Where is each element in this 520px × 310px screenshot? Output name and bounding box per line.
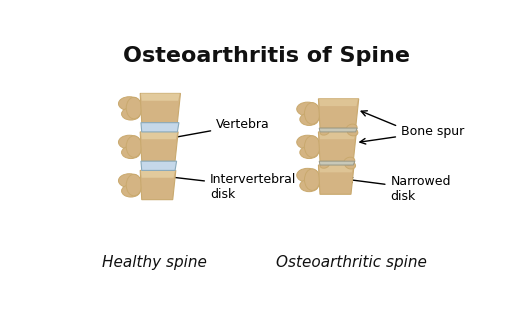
Ellipse shape [126, 136, 142, 157]
Polygon shape [319, 165, 353, 172]
Ellipse shape [126, 97, 142, 119]
Text: Intervertebral
disk: Intervertebral disk [165, 173, 296, 201]
Polygon shape [318, 165, 354, 194]
Polygon shape [141, 161, 177, 171]
Ellipse shape [297, 135, 318, 149]
Polygon shape [318, 99, 359, 128]
Polygon shape [140, 93, 180, 123]
Ellipse shape [122, 185, 140, 197]
Ellipse shape [305, 169, 320, 190]
Ellipse shape [122, 146, 140, 158]
Polygon shape [141, 170, 175, 178]
Ellipse shape [126, 174, 142, 196]
Text: Bone spur: Bone spur [401, 126, 464, 138]
Ellipse shape [300, 179, 318, 192]
Text: Osteoarthritis of Spine: Osteoarthritis of Spine [123, 46, 410, 66]
Ellipse shape [297, 168, 318, 182]
Ellipse shape [119, 174, 140, 188]
Ellipse shape [119, 97, 140, 111]
Ellipse shape [297, 102, 318, 116]
Text: Osteoarthritic spine: Osteoarthritic spine [276, 255, 427, 269]
Ellipse shape [122, 108, 140, 120]
Ellipse shape [305, 136, 320, 157]
Polygon shape [140, 170, 176, 200]
Polygon shape [141, 123, 179, 132]
Ellipse shape [345, 161, 356, 169]
Ellipse shape [344, 157, 355, 165]
Text: Narrowed
disk: Narrowed disk [347, 175, 451, 203]
Polygon shape [141, 132, 177, 139]
Text: Vertebra: Vertebra [171, 118, 270, 140]
Ellipse shape [305, 103, 320, 124]
Ellipse shape [320, 162, 329, 168]
Ellipse shape [320, 129, 329, 135]
Polygon shape [140, 132, 178, 161]
Polygon shape [319, 161, 355, 165]
Polygon shape [319, 128, 357, 132]
Ellipse shape [119, 135, 140, 149]
Ellipse shape [346, 124, 357, 132]
Ellipse shape [347, 128, 358, 136]
Polygon shape [319, 132, 356, 139]
Text: Healthy spine: Healthy spine [102, 255, 206, 269]
Polygon shape [318, 132, 356, 161]
Ellipse shape [300, 113, 318, 126]
Ellipse shape [300, 146, 318, 158]
Polygon shape [141, 93, 180, 101]
Polygon shape [319, 99, 358, 106]
